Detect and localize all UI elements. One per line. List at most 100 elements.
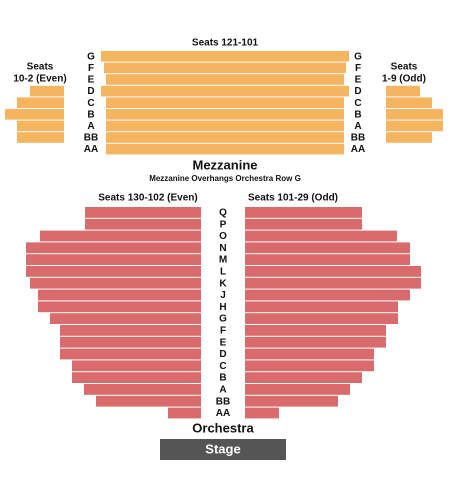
- row-label: G: [354, 51, 362, 62]
- orchestra-row: [245, 407, 279, 419]
- row-label: G: [219, 314, 227, 325]
- orchestra-row: [26, 266, 201, 277]
- orchestra-row: [40, 230, 201, 242]
- row-label: Q: [219, 208, 227, 219]
- row-label: K: [219, 278, 227, 289]
- row-label: B: [219, 373, 226, 384]
- mezzanine-title: Mezzanine: [192, 157, 257, 172]
- mezzanine-right-label: Seats: [391, 62, 418, 73]
- orchestra-row: [245, 313, 398, 324]
- orchestra-row: [245, 301, 398, 313]
- orchestra-row: [245, 372, 362, 383]
- mezzanine-side-row: [5, 109, 64, 120]
- mezzanine-row: [106, 120, 344, 132]
- row-label: AA: [351, 144, 365, 155]
- orchestra-row: [85, 218, 201, 230]
- orchestra-row: [245, 348, 374, 360]
- orchestra-row: [72, 360, 201, 372]
- orchestra-row: [245, 325, 386, 336]
- orchestra-row: [38, 289, 201, 301]
- row-label: N: [219, 243, 226, 254]
- orchestra-row: [38, 301, 201, 313]
- orchestra-row: [245, 384, 350, 395]
- row-label: O: [219, 231, 227, 242]
- orchestra-row: [60, 336, 201, 348]
- mezzanine-row: [106, 109, 344, 120]
- row-label: BB: [351, 133, 365, 144]
- row-label: F: [220, 326, 226, 337]
- row-label: BB: [84, 133, 98, 144]
- orchestra-row: [245, 242, 410, 254]
- orchestra-row: [60, 348, 201, 360]
- row-label: D: [354, 86, 361, 97]
- orchestra-row: [26, 254, 201, 265]
- mezzanine-right-label: 1-9 (Odd): [382, 74, 426, 85]
- orchestra-row: [26, 242, 201, 254]
- row-label: E: [355, 75, 362, 86]
- mezzanine-row: [101, 51, 349, 62]
- row-label: D: [219, 349, 226, 360]
- row-label: A: [87, 121, 94, 132]
- mezzanine-left-label: Seats: [27, 62, 54, 73]
- orchestra-row: [168, 407, 201, 419]
- stage-label: Stage: [205, 441, 240, 456]
- row-label: G: [87, 51, 95, 62]
- orchestra-row: [245, 289, 410, 301]
- row-label: H: [219, 302, 226, 313]
- orchestra-row: [245, 230, 397, 242]
- orchestra-row: [96, 395, 201, 407]
- mezzanine-side-row: [386, 97, 432, 108]
- orchestra-row: [60, 325, 201, 336]
- orchestra-row: [245, 360, 374, 372]
- orchestra-row: [245, 266, 421, 277]
- orchestra-row: [30, 277, 201, 289]
- mezzanine-side-row: [386, 85, 420, 97]
- mezzanine-row: [106, 132, 344, 143]
- stage: [160, 439, 286, 460]
- orchestra-right-label: Seats 101-29 (Odd): [248, 193, 338, 204]
- row-label: F: [355, 63, 361, 74]
- mezzanine-row: [106, 97, 344, 108]
- mezzanine-center-label: Seats 121-101: [192, 38, 259, 49]
- mezzanine-side-row: [17, 120, 64, 132]
- row-label: A: [354, 121, 361, 132]
- row-label: BB: [216, 396, 230, 407]
- mezzanine-left-label: 10-2 (Even): [13, 74, 66, 85]
- mezzanine-side-row: [386, 120, 443, 132]
- orchestra-row: [245, 277, 421, 289]
- row-label: M: [219, 255, 227, 266]
- mezzanine-side-row: [17, 97, 64, 108]
- row-label: AA: [84, 144, 98, 155]
- orchestra-row: [245, 218, 362, 230]
- mezzanine-side-row: [386, 109, 443, 120]
- orchestra-left-label: Seats 130-102 (Even): [98, 193, 198, 204]
- orchestra-row: [85, 207, 201, 218]
- orchestra-row: [84, 384, 201, 395]
- mezzanine-row: [106, 74, 344, 85]
- row-label: E: [220, 337, 227, 348]
- row-label: B: [354, 109, 361, 120]
- mezzanine-side-row: [17, 132, 64, 143]
- mezzanine-side-row: [30, 85, 64, 97]
- mezzanine-side-row: [386, 132, 432, 143]
- orchestra-row: [245, 336, 386, 348]
- mezzanine-row: [104, 62, 346, 74]
- row-label: C: [354, 98, 361, 109]
- mezzanine-row: [106, 143, 344, 155]
- orchestra-row: [50, 313, 201, 324]
- row-label: C: [87, 98, 94, 109]
- orchestra-row: [245, 207, 362, 218]
- row-label: AA: [216, 408, 230, 419]
- orchestra-row: [72, 372, 201, 383]
- row-label: C: [219, 361, 226, 372]
- row-label: E: [88, 75, 95, 86]
- row-label: P: [220, 219, 227, 230]
- orchestra-title: Orchestra: [192, 420, 254, 435]
- mezzanine-note: Mezzanine Overhangs Orchestra Row G: [149, 174, 301, 183]
- row-label: A: [219, 385, 226, 396]
- row-label: D: [87, 86, 94, 97]
- mezzanine-row: [101, 85, 349, 97]
- orchestra-row: [245, 254, 410, 265]
- row-label: B: [87, 109, 94, 120]
